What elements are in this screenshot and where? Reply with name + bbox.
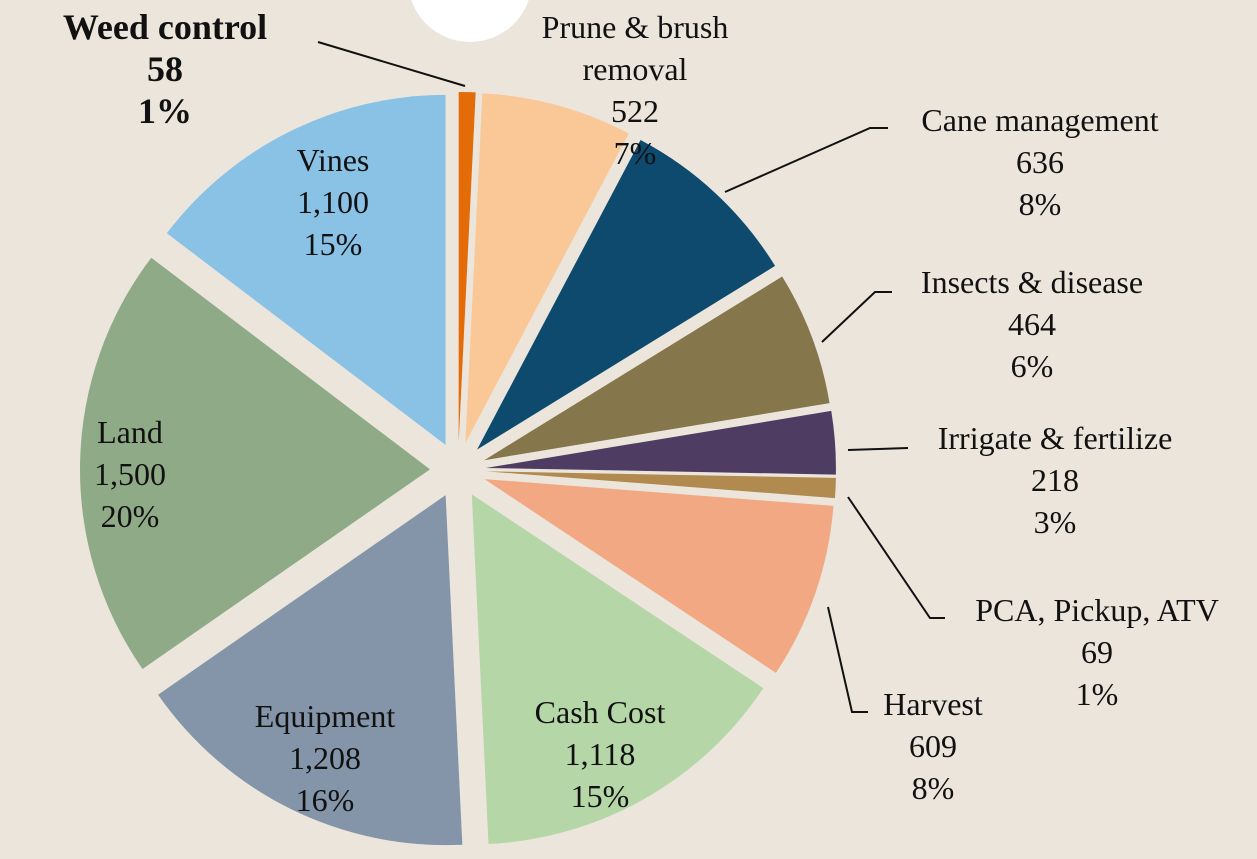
slice-label: Weed control 58 1% bbox=[63, 6, 267, 132]
category-label: Land bbox=[97, 414, 163, 450]
slice-label: PCA, Pickup, ATV 69 1% bbox=[975, 589, 1219, 715]
value-label: 1,100 bbox=[296, 184, 369, 220]
value-label: 1,118 bbox=[564, 736, 636, 772]
value-label: 1,500 bbox=[94, 456, 166, 492]
percent-label: 8% bbox=[1018, 186, 1062, 222]
percent-label: 8% bbox=[911, 770, 955, 806]
percent-label: 7% bbox=[613, 135, 657, 171]
value-label: 69 bbox=[1081, 634, 1113, 670]
value-label: 609 bbox=[908, 728, 957, 764]
category-label: Prune & brush removal bbox=[541, 9, 729, 87]
percent-label: 16% bbox=[295, 782, 355, 818]
pie-slice bbox=[485, 471, 836, 499]
leader-line bbox=[847, 447, 909, 451]
pie-slice bbox=[166, 94, 446, 445]
category-label: Cash Cost bbox=[534, 694, 666, 730]
value-label: 464 bbox=[1008, 306, 1056, 342]
category-label: Equipment bbox=[254, 698, 396, 734]
pie-slice bbox=[484, 479, 834, 673]
category-label: Weed control bbox=[62, 7, 268, 47]
category-label: PCA, Pickup, ATV bbox=[975, 592, 1219, 628]
category-label: Irrigate & fertilize bbox=[937, 420, 1173, 456]
leader-line bbox=[847, 496, 945, 619]
decor-circle bbox=[411, 0, 529, 42]
pie-slice bbox=[477, 140, 776, 450]
value-label: 1,208 bbox=[288, 740, 361, 776]
leader-line bbox=[724, 127, 888, 193]
pie-slice bbox=[484, 276, 830, 461]
leader-line bbox=[827, 606, 868, 713]
value-label: 522 bbox=[611, 93, 659, 129]
slice-label: Irrigate & fertilize 218 3% bbox=[938, 417, 1173, 543]
category-label: Insects & disease bbox=[920, 264, 1144, 300]
percent-label: 20% bbox=[100, 498, 160, 534]
percent-label: 1% bbox=[1075, 676, 1119, 712]
pie-slice bbox=[465, 93, 629, 443]
value-label: 636 bbox=[1015, 144, 1064, 180]
pie-slice bbox=[80, 257, 431, 669]
pie-slice bbox=[485, 410, 836, 475]
slice-label: Harvest 609 8% bbox=[883, 683, 983, 809]
percent-label: 3% bbox=[1033, 504, 1077, 540]
slice-label: Vines 1,100 15% bbox=[297, 139, 370, 265]
category-label: Harvest bbox=[883, 686, 983, 722]
percent-label: 15% bbox=[303, 226, 363, 262]
slice-label: Prune & brush removal 522 7% bbox=[500, 6, 770, 174]
pie-slice bbox=[471, 494, 764, 844]
pie-slice bbox=[458, 92, 476, 443]
percent-label: 1% bbox=[138, 91, 192, 131]
leader-line bbox=[317, 41, 466, 87]
slice-label: Cane management 636 8% bbox=[921, 99, 1158, 225]
percent-label: 6% bbox=[1010, 348, 1054, 384]
value-label: 58 bbox=[147, 49, 183, 89]
slice-label: Insects & disease 464 6% bbox=[921, 261, 1143, 387]
category-label: Cane management bbox=[921, 102, 1159, 138]
value-label: 218 bbox=[1031, 462, 1079, 498]
category-label: Vines bbox=[296, 142, 370, 178]
percent-label: 15% bbox=[570, 778, 630, 814]
slice-label: Equipment 1,208 16% bbox=[255, 695, 395, 821]
leader-line bbox=[821, 291, 892, 343]
pie-slice bbox=[158, 495, 463, 846]
slice-label: Cash Cost 1,118 15% bbox=[535, 691, 666, 817]
slice-label: Land 1,500 20% bbox=[94, 411, 166, 537]
slices bbox=[80, 92, 836, 846]
